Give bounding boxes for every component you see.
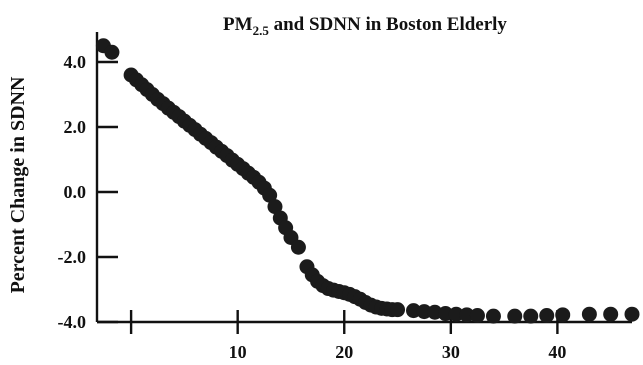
data-point — [603, 306, 619, 322]
x-tick-label: 30 — [442, 342, 460, 362]
data-point — [539, 308, 555, 323]
y-tick-label: 2.0 — [64, 117, 87, 137]
y-tick-label: -2.0 — [58, 247, 87, 267]
x-tick-label: 10 — [229, 342, 247, 362]
x-tick-label: 20 — [335, 342, 353, 362]
data-point — [469, 308, 485, 323]
axes — [95, 32, 632, 324]
data-point — [390, 302, 406, 318]
data-point — [624, 306, 640, 322]
data-point — [523, 308, 539, 324]
data-point — [459, 307, 475, 323]
y-tick-label: 0.0 — [64, 182, 87, 202]
y-axis-label: Percent Change in SDNN — [7, 76, 29, 293]
data-point — [555, 307, 571, 323]
data-point — [262, 187, 278, 203]
x-tick-label: 40 — [548, 342, 566, 362]
data-point — [507, 308, 523, 324]
y-tick-label: 4.0 — [64, 52, 87, 72]
data-points — [95, 38, 640, 324]
data-point — [267, 199, 283, 215]
y-tick-label: -4.0 — [58, 312, 87, 332]
data-point — [581, 306, 597, 322]
chart-title-rest: and SDNN in Boston Elderly — [269, 14, 508, 35]
data-point — [437, 306, 453, 322]
data-point — [416, 304, 432, 320]
data-point — [485, 308, 501, 324]
data-point — [104, 44, 120, 60]
chart-title: PM2.5 and SDNN in Boston Elderly — [223, 14, 507, 38]
data-point — [448, 306, 464, 322]
data-point — [290, 239, 306, 255]
chart-title-main: PM — [223, 14, 253, 35]
chart-title-subscript: 2.5 — [253, 23, 270, 38]
